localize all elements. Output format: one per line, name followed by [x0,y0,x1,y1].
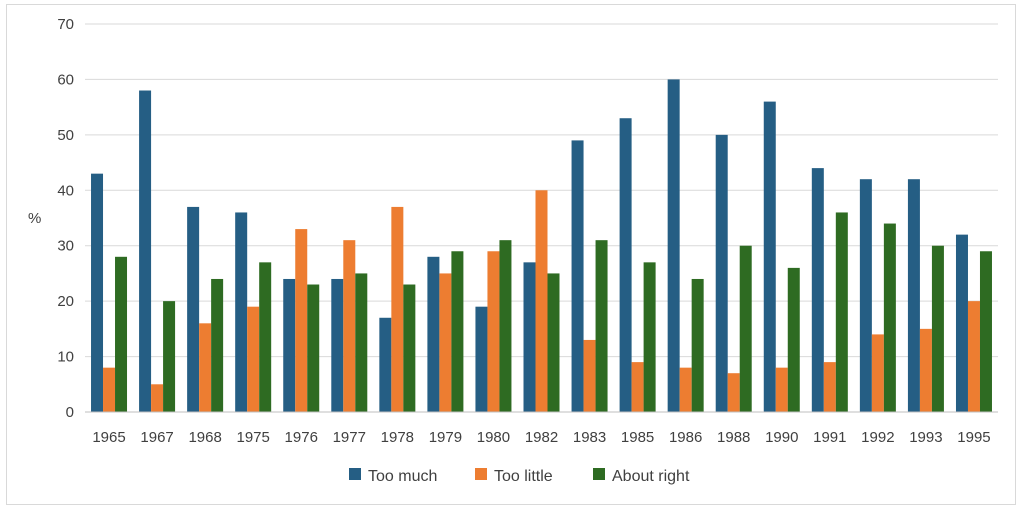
bar-about-right [547,273,560,412]
bar-about-right [115,256,128,412]
bar-about-right [739,245,752,412]
x-tick-label: 1976 [285,429,318,446]
bar-too-much [187,206,200,412]
bar-too-much [859,179,872,412]
x-tick-label: 1980 [477,429,510,446]
y-tick-label: 10 [57,349,74,366]
bar-about-right [595,240,608,412]
bar-too-little [679,367,692,412]
bar-too-much [379,317,392,412]
x-tick-label: 1991 [813,429,846,446]
bar-too-much [283,278,296,412]
bar-too-little [583,339,596,412]
bar-too-little [295,229,308,412]
bar-about-right [643,262,656,412]
legend-label: Too little [494,468,553,485]
x-tick-label: 1979 [429,429,462,446]
bar-too-much [715,134,728,412]
bar-too-much [811,168,824,412]
bar-too-little [631,362,644,412]
bar-too-little [103,367,116,412]
x-tick-label: 1988 [717,429,750,446]
legend-label: About right [612,468,690,485]
x-tick-label: 1968 [188,429,221,446]
bar-too-little [727,373,740,412]
bar-too-much [235,212,248,412]
bar-too-much [955,234,968,412]
bar-about-right [307,284,320,412]
bar-too-little [967,301,980,412]
y-tick-label: 0 [66,404,74,421]
bar-too-little [919,328,932,412]
x-tick-label: 1982 [525,429,558,446]
y-tick-label: 40 [57,182,74,199]
bar-too-much [91,173,104,412]
legend: Too much Too little About right [349,468,690,485]
bar-about-right [355,273,368,412]
x-tick-label: 1986 [669,429,702,446]
y-axis-ticks: 0 10 20 30 40 50 60 70 [57,16,74,421]
y-tick-label: 30 [57,238,74,255]
bar-too-little [775,367,788,412]
x-tick-label: 1983 [573,429,606,446]
x-tick-label: 1965 [92,429,125,446]
y-tick-label: 20 [57,293,74,310]
y-tick-label: 70 [57,16,74,33]
bar-too-little [199,323,212,412]
legend-swatch [475,468,487,480]
x-tick-label: 1995 [957,429,990,446]
bar-about-right [931,245,944,412]
legend-swatch [349,468,361,480]
bar-about-right [403,284,416,412]
bar-too-much [427,256,440,412]
x-tick-label: 1977 [333,429,366,446]
y-tick-label: 60 [57,71,74,88]
bar-too-much [331,278,344,412]
bars [91,79,992,412]
bar-about-right [835,212,848,412]
x-tick-label: 1992 [861,429,894,446]
bar-about-right [451,251,464,412]
bar-too-much [475,306,488,412]
bar-about-right [163,301,176,412]
bar-too-little [871,334,884,412]
bar-too-much [139,90,152,412]
x-axis-ticks: 1965 1967 1968 1975 1976 1977 1978 1979 1980 1982… [92,429,990,446]
legend-swatch [593,468,605,480]
y-axis-label: % [28,210,41,227]
bar-too-much [763,101,776,412]
y-tick-label: 50 [57,127,74,144]
x-tick-label: 1975 [236,429,269,446]
x-tick-label: 1985 [621,429,654,446]
bar-too-little [439,273,452,412]
bar-too-much [619,118,632,412]
x-tick-label: 1978 [381,429,414,446]
bar-too-little [535,190,548,412]
bar-too-little [487,251,500,412]
bar-about-right [787,267,800,412]
legend-label: Too much [368,468,437,485]
x-tick-label: 1990 [765,429,798,446]
x-tick-label: 1993 [909,429,942,446]
bar-about-right [883,223,896,412]
bar-about-right [259,262,272,412]
bar-about-right [979,251,992,412]
bar-too-little [823,362,836,412]
bar-about-right [499,240,512,412]
bar-too-much [667,79,680,412]
bar-too-little [391,206,404,412]
bar-too-much [571,140,584,412]
bar-too-much [523,262,536,412]
bar-too-much [907,179,920,412]
bar-too-little [151,384,164,412]
bar-about-right [691,278,704,412]
bar-too-little [247,306,260,412]
bar-too-little [343,240,356,412]
x-tick-label: 1967 [140,429,173,446]
bar-about-right [211,278,224,412]
